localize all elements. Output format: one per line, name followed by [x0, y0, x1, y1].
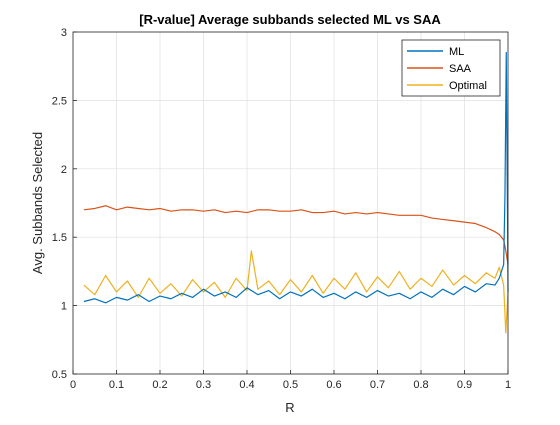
x-tick-label: 0.2	[152, 379, 167, 391]
legend-label-saa: SAA	[449, 63, 472, 75]
y-axis-label: Avg. Subbands Selected	[30, 132, 45, 274]
y-tick-label: 2	[61, 164, 67, 176]
x-tick-label: 0.5	[283, 379, 298, 391]
x-tick-label: 0.1	[109, 379, 124, 391]
series-line-optimal	[83, 250, 509, 334]
x-tick-label: 1	[505, 379, 511, 391]
y-tick-label: 1.5	[52, 232, 67, 244]
x-tick-label: 0.7	[370, 379, 385, 391]
tick-labels: 0 0.1 0.2 0.3 0.4 0.5 0.6 0.7 0.8 0.9 1 0.5 1 1.5 2 2.5…	[52, 27, 511, 391]
x-tick-label: 0	[70, 379, 76, 391]
y-tick-label: 3	[61, 27, 67, 39]
x-tick-label: 0.8	[413, 379, 428, 391]
legend: ML SAA Optimal	[401, 39, 501, 97]
series-line-ml	[83, 51, 509, 304]
legend-label-ml: ML	[449, 46, 464, 58]
x-tick-label: 0.4	[239, 379, 254, 391]
legend-label-optimal: Optimal	[449, 80, 487, 92]
x-axis-label: R	[285, 400, 294, 415]
x-tick-label: 0.3	[196, 379, 211, 391]
y-tick-label: 1	[61, 301, 67, 313]
ticks	[72, 31, 509, 375]
series-layer	[83, 51, 509, 334]
y-tick-label: 2.5	[52, 95, 67, 107]
series-line-saa	[83, 205, 509, 265]
x-tick-label: 0.9	[457, 379, 472, 391]
chart-title: [R-value] Average subbands selected ML v…	[139, 12, 441, 27]
x-tick-label: 0.6	[326, 379, 341, 391]
y-tick-label: 0.5	[52, 369, 67, 381]
